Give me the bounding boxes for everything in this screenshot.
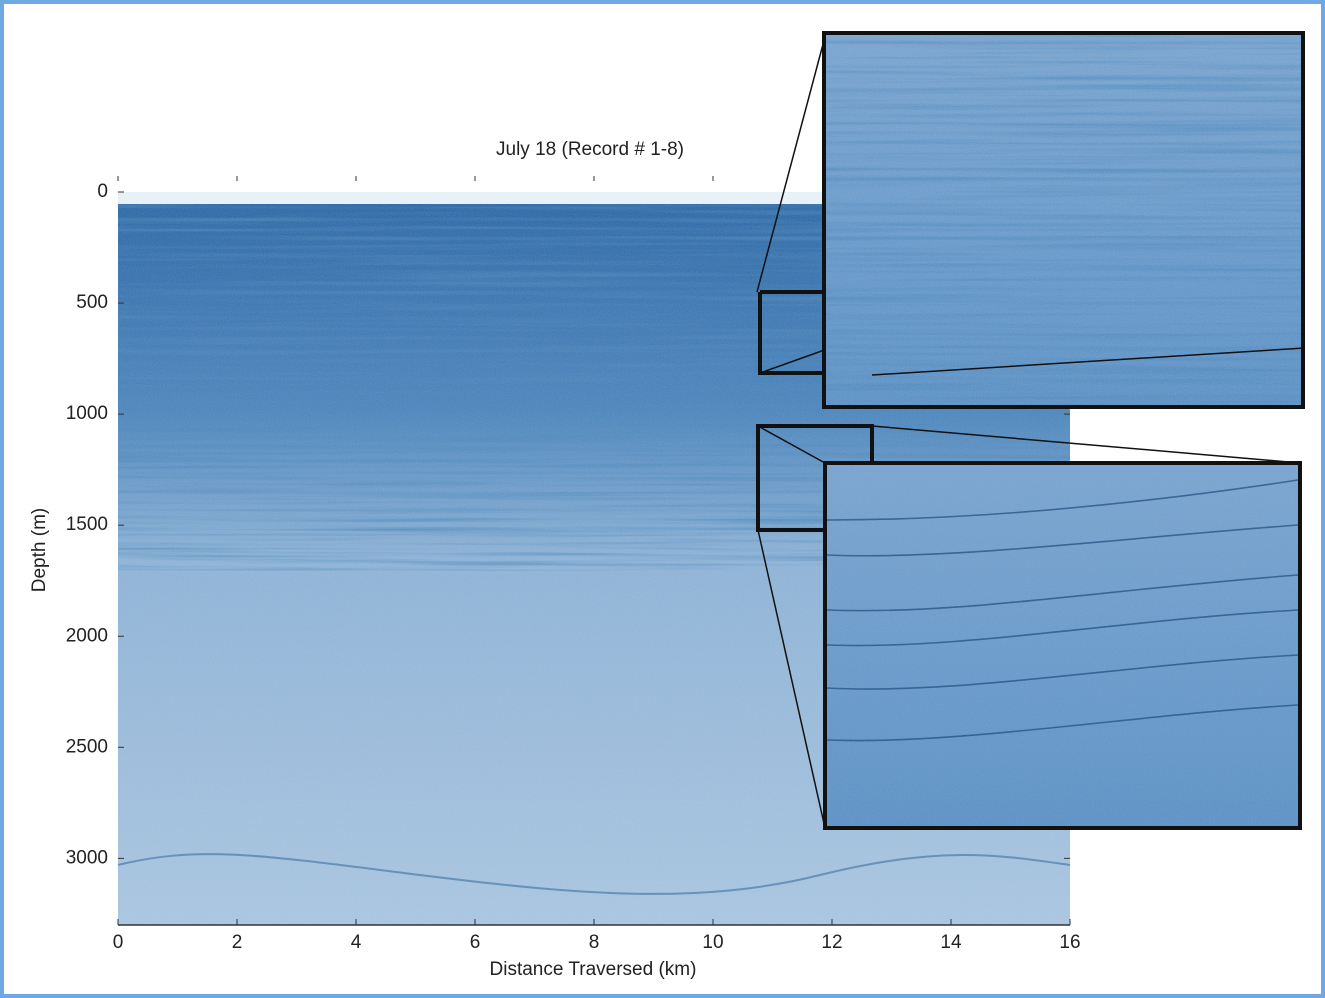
inset-texture xyxy=(827,465,1298,826)
zoom-connector xyxy=(759,347,831,374)
x-tick-label: 12 xyxy=(821,932,842,953)
x-tick-label: 16 xyxy=(1059,932,1080,953)
x-tick-label: 8 xyxy=(589,932,600,953)
x-tick-label: 2 xyxy=(232,932,243,953)
y-tick-label: 2000 xyxy=(66,625,108,646)
x-tick-label: 14 xyxy=(940,932,962,953)
y-tick-label: 0 xyxy=(97,181,108,202)
y-tick-label: 3000 xyxy=(66,847,108,868)
zoom-connector xyxy=(871,425,1301,464)
zoom-connector xyxy=(757,425,826,464)
seafloor xyxy=(117,853,1071,895)
x-axis-label: Distance Traversed (km) xyxy=(490,959,697,980)
inset-texture xyxy=(826,35,1301,405)
y-axis-label: Depth (m) xyxy=(29,508,50,592)
zoom-insets xyxy=(756,31,1306,830)
x-tick-label: 4 xyxy=(351,932,362,953)
zoom-connector xyxy=(757,529,826,829)
x-tick-label: 10 xyxy=(702,932,723,953)
y-tick-label: 1000 xyxy=(66,403,108,424)
zoom-connector xyxy=(871,347,1306,376)
y-tick-label: 1500 xyxy=(66,514,108,535)
x-tick-label: 6 xyxy=(470,932,481,953)
chart-title: July 18 (Record # 1-8) xyxy=(496,139,684,160)
zoom-connector xyxy=(756,32,827,293)
y-tick-label: 2500 xyxy=(66,736,108,757)
y-tick-label: 500 xyxy=(76,292,108,313)
x-tick-label: 0 xyxy=(113,932,124,953)
